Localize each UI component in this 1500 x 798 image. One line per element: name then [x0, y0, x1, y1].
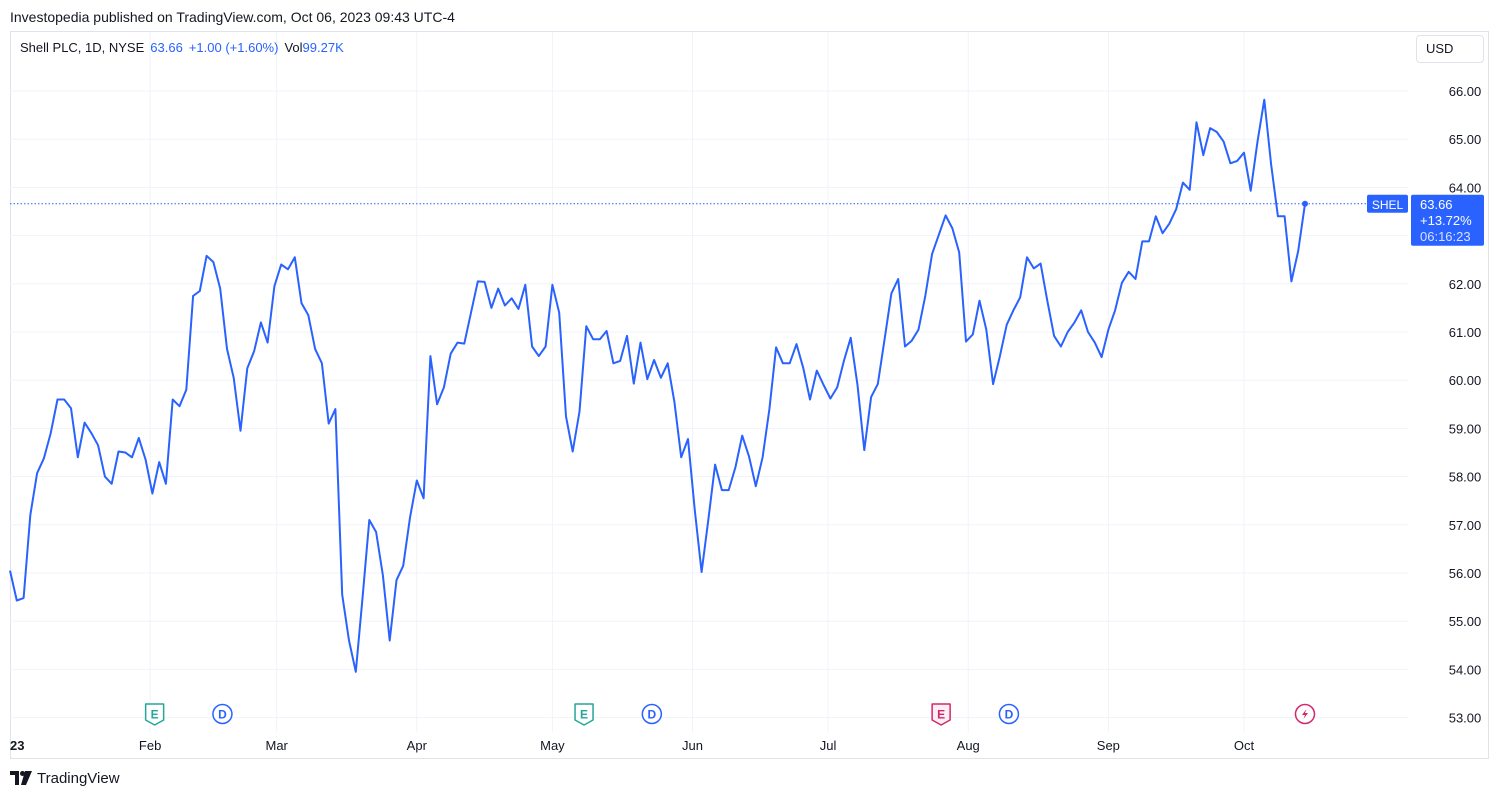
- y-tick-label: 59.00: [1449, 421, 1482, 436]
- price-tag-countdown: 06:16:23: [1420, 229, 1471, 244]
- y-tick-label: 61.00: [1449, 325, 1482, 340]
- earnings-icon-glyph: E: [580, 708, 588, 722]
- tradingview-brand[interactable]: TradingView: [10, 770, 120, 787]
- event-marker-earnings-next[interactable]: E: [931, 703, 951, 726]
- event-marker-dividend[interactable]: D: [212, 703, 233, 725]
- chart-pane[interactable]: [10, 31, 1489, 759]
- event-marker-split[interactable]: [1294, 703, 1316, 725]
- event-marker-earnings[interactable]: E: [144, 703, 165, 726]
- event-marker-earnings[interactable]: E: [574, 703, 594, 726]
- price-tag-price: 63.66: [1420, 197, 1453, 212]
- y-tick-label: 65.00: [1449, 132, 1482, 147]
- x-tick-label: Mar: [265, 738, 288, 753]
- legend-volume-value: 99.27K: [302, 40, 344, 55]
- x-tick-label: 23: [10, 738, 24, 753]
- lightning-glyph: [1301, 709, 1308, 719]
- legend-symbol: Shell PLC, 1D, NYSE: [20, 40, 145, 55]
- ticker-tag-label: SHEL: [1372, 198, 1404, 212]
- legend-last-price: 63.66: [150, 40, 183, 55]
- ticker-tag: [1367, 194, 1408, 213]
- dividend-icon: [641, 703, 663, 725]
- y-tick-label: 62.00: [1449, 277, 1482, 292]
- y-tick-label: 54.00: [1449, 662, 1482, 677]
- y-tick-label: 58.00: [1449, 470, 1482, 485]
- y-tick-label: 60.00: [1449, 373, 1482, 388]
- event-marker-dividend[interactable]: D: [641, 703, 663, 725]
- earnings-icon: [144, 703, 165, 726]
- x-tick-label: Aug: [957, 738, 980, 753]
- earnings-icon: [931, 703, 951, 726]
- x-tick-label: Sep: [1097, 738, 1120, 753]
- last-price-point: [1301, 200, 1308, 207]
- x-tick-label: Jun: [682, 738, 703, 753]
- dividend-icon-glyph: D: [648, 708, 657, 722]
- legend-change: +1.00 (+1.60%): [188, 40, 279, 55]
- y-tick-label: 64.00: [1449, 180, 1482, 195]
- x-tick-label: Jul: [820, 738, 837, 753]
- dividend-icon-glyph: D: [218, 708, 227, 722]
- price-tag: [1411, 194, 1484, 246]
- dividend-icon: [212, 703, 233, 725]
- y-tick-label: 56.00: [1449, 566, 1482, 581]
- price-tag-change: +13.72%: [1420, 213, 1472, 228]
- x-tick-label: Apr: [407, 738, 428, 753]
- dividend-icon: [998, 703, 1020, 725]
- y-tick-label: 53.00: [1449, 711, 1482, 726]
- legend: Shell PLC, 1D, NYSE 63.66 +1.00 (+1.60%) Vo…: [20, 40, 344, 55]
- brand-name: TradingView: [37, 770, 120, 787]
- x-tick-label: Feb: [139, 738, 161, 753]
- dividend-icon-glyph: D: [1005, 708, 1014, 722]
- legend-volume-label: Vol: [284, 40, 303, 55]
- tradingview-logo-icon: [10, 771, 32, 785]
- grid: [10, 32, 1408, 732]
- price-line-series[interactable]: [9, 98, 1306, 673]
- published-line: Investopedia published on TradingView.co…: [10, 9, 455, 25]
- y-tick-label: 55.00: [1449, 614, 1482, 629]
- x-tick-label: May: [540, 738, 565, 753]
- earnings-icon-glyph: E: [937, 708, 945, 722]
- currency-button[interactable]: USD: [1416, 35, 1484, 63]
- price-axis-label: SHEL 63.66+13.72%06:16:23: [1367, 194, 1484, 246]
- event-marker-dividend[interactable]: D: [998, 703, 1020, 725]
- y-tick-label: 66.00: [1449, 84, 1482, 99]
- y-tick-label: 57.00: [1449, 518, 1482, 533]
- earnings-icon: [574, 703, 594, 726]
- x-tick-label: Oct: [1234, 738, 1255, 753]
- earnings-icon-glyph: E: [151, 708, 159, 722]
